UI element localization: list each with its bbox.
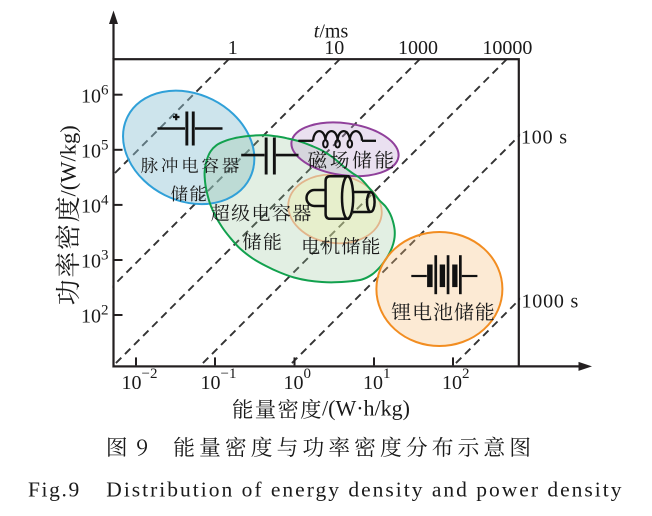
svg-text:1: 1 — [228, 37, 238, 59]
svg-text:100 s: 100 s — [521, 127, 568, 149]
svg-text:10: 10 — [324, 37, 344, 59]
svg-text:1000: 1000 — [398, 37, 438, 59]
svg-text:/(W·h/kg): /(W·h/kg) — [322, 396, 410, 421]
svg-text:t/ms: t/ms — [314, 21, 349, 43]
svg-text:/(W/kg): /(W/kg) — [56, 125, 81, 196]
svg-text:104: 104 — [81, 193, 109, 218]
svg-text:1000 s: 1000 s — [522, 291, 580, 313]
svg-text:Distribution of energy density: Distribution of energy density and power… — [106, 477, 623, 501]
svg-text:10000: 10000 — [482, 37, 532, 59]
svg-text:Fig.9: Fig.9 — [28, 477, 81, 501]
